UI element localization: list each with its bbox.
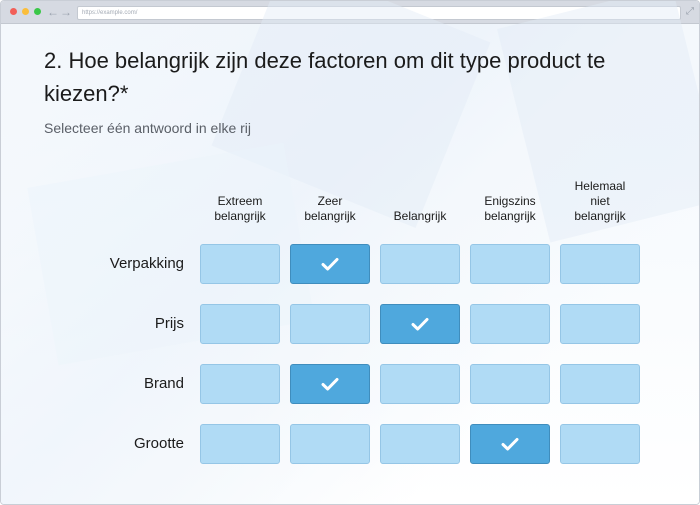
column-header: Zeer belangrijk xyxy=(290,164,370,224)
rating-option-cell[interactable] xyxy=(560,244,640,284)
rating-option-cell[interactable] xyxy=(470,364,550,404)
rating-option-cell[interactable] xyxy=(200,304,280,344)
rating-option-cell[interactable] xyxy=(470,304,550,344)
column-header-line: Zeer xyxy=(317,194,343,208)
address-bar-url: https://example.com/ xyxy=(82,10,138,16)
expand-icon[interactable]: ⤢ xyxy=(686,6,694,17)
browser-titlebar: ← → https://example.com/ ⤢ xyxy=(1,1,699,24)
rating-option-cell[interactable] xyxy=(290,364,370,404)
row-label: Verpakking xyxy=(109,255,184,272)
column-header: Extreem belangrijk xyxy=(200,164,280,224)
column-header: Helemaal niet belangrijk xyxy=(560,164,640,224)
column-header-label: Extreem belangrijk xyxy=(214,194,265,224)
column-header: Enigszins belangrijk xyxy=(470,164,550,224)
column-header-line: belangrijk xyxy=(484,209,536,223)
rating-option-cell[interactable] xyxy=(200,244,280,284)
rating-option-cell[interactable] xyxy=(380,244,460,284)
check-icon xyxy=(321,378,339,391)
rating-option-cell[interactable] xyxy=(560,364,640,404)
rating-option-cell[interactable] xyxy=(380,304,460,344)
check-icon xyxy=(321,258,339,271)
column-header-line: Belangrijk xyxy=(393,209,447,223)
maximize-window-button[interactable] xyxy=(34,8,41,15)
question-title: 2. Hoe belangrijk zijn deze factoren om … xyxy=(44,48,606,106)
rating-option-cell[interactable] xyxy=(560,304,640,344)
back-arrow-icon[interactable]: ← xyxy=(47,5,59,19)
rating-option-cell[interactable] xyxy=(380,364,460,404)
check-icon xyxy=(411,318,429,331)
column-header-label: Belangrijk xyxy=(394,209,447,224)
rating-option-cell[interactable] xyxy=(290,424,370,464)
rating-option-cell[interactable] xyxy=(380,424,460,464)
row-label: Brand xyxy=(143,375,184,392)
check-icon xyxy=(501,438,519,451)
rating-option-cell[interactable] xyxy=(290,244,370,284)
rating-option-cell[interactable] xyxy=(470,424,550,464)
rating-option-cell[interactable] xyxy=(200,364,280,404)
column-header-line: Enigszins xyxy=(484,194,536,208)
row-label: Grootte xyxy=(133,435,184,452)
question-instruction: Selecteer één antwoord in elke rij xyxy=(44,120,252,136)
column-header-line: Helemaal xyxy=(574,179,626,193)
row-label: Prijs xyxy=(154,315,184,332)
column-header-label: Helemaal niet belangrijk xyxy=(574,179,625,224)
column-header-line: niet xyxy=(590,194,610,208)
rating-option-cell[interactable] xyxy=(470,244,550,284)
column-header-line: belangrijk xyxy=(304,209,356,223)
forward-arrow-icon[interactable]: → xyxy=(60,5,72,19)
close-window-button[interactable] xyxy=(10,8,17,15)
column-header-line: belangrijk xyxy=(214,209,266,223)
minimize-window-button[interactable] xyxy=(22,8,29,15)
column-header-line: belangrijk xyxy=(574,209,626,223)
column-header-line: Extreem xyxy=(217,194,263,208)
column-header-label: Zeer belangrijk xyxy=(304,194,355,224)
column-header: Belangrijk xyxy=(380,164,460,224)
rating-option-cell[interactable] xyxy=(560,424,640,464)
column-header-label: Enigszins belangrijk xyxy=(484,194,535,224)
rating-option-cell[interactable] xyxy=(200,424,280,464)
rating-option-cell[interactable] xyxy=(290,304,370,344)
address-bar[interactable]: https://example.com/ xyxy=(77,6,681,20)
